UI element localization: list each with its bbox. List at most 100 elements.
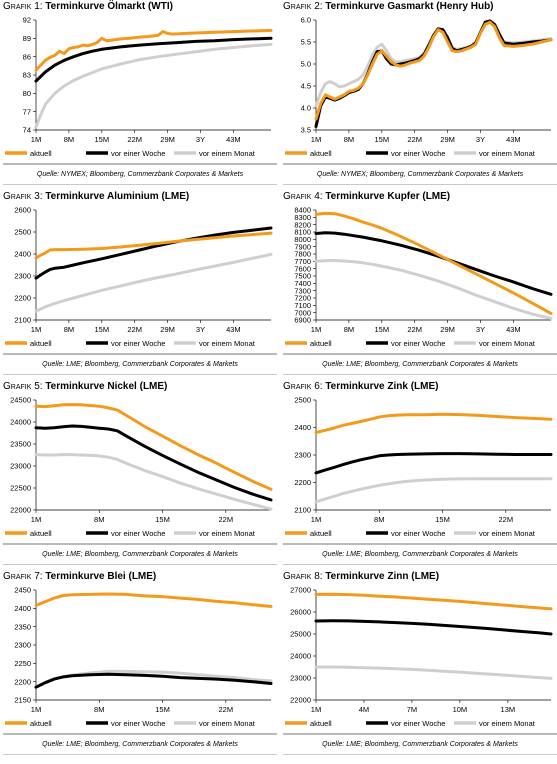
line-chart: 3.5 4.0 4.5 5.0 5.5 6.0 1M 8M 15M 22M 29M 3Y 43M aktu… (285, 16, 553, 158)
y-tick-label: 26000 (290, 608, 311, 617)
y-tick-label: 2450 (14, 586, 31, 595)
y-tick-label: 2400 (14, 604, 31, 613)
x-tick-label: 1M (311, 325, 321, 334)
series-line-s3 (34, 453, 273, 511)
y-tick-label: 23000 (290, 674, 311, 683)
x-tick-label: 15M (375, 135, 390, 144)
chart-title: Grafik 4: Terminkurve Kupfer (LME) (283, 191, 451, 202)
chart-panel: Grafik 5: Terminkurve Nickel (LME) 22000 2… (3, 380, 277, 568)
chart-panel: Grafik 3: Terminkurve Aluminium (LME) 210… (3, 190, 277, 378)
source-note: Quelle: LME; Bloomberg, Commerzbank Corp… (42, 551, 238, 558)
chart-panel: Grafik 2: Terminkurve Gasmarkt (Henry Hu… (283, 0, 557, 188)
x-tick-label: 43M (506, 325, 521, 334)
chart-title: Grafik 2: Terminkurve Gasmarkt (Henry Hu… (283, 1, 494, 12)
x-tick-label: 43M (226, 135, 241, 144)
y-tick-label: 2100 (14, 316, 31, 325)
series-line-s1 (314, 592, 553, 611)
y-tick-label: 2400 (14, 250, 31, 259)
legend-label-s3: vor einem Monat (479, 529, 536, 538)
y-tick-label: 2300 (14, 641, 31, 650)
chart-title: Grafik 3: Terminkurve Aluminium (LME) (3, 191, 190, 202)
x-tick-label: 43M (506, 135, 521, 144)
x-tick-label: 29M (160, 325, 175, 334)
y-tick-label: 7300 (294, 286, 311, 295)
y-tick-label: 6900 (294, 316, 311, 325)
x-tick-label: 22M (219, 705, 234, 714)
divider (3, 543, 277, 545)
y-tick-label: 7500 (294, 272, 311, 281)
legend-label-s1: aktuell (30, 719, 52, 728)
x-tick-label: 22M (127, 135, 142, 144)
y-tick-label: 83 (23, 71, 31, 80)
x-tick-label: 29M (440, 135, 455, 144)
x-tick-label: 1M (311, 705, 321, 714)
source-note: Quelle: LME; Bloomberg, Commerzbank Corp… (42, 741, 238, 748)
x-tick-label: 22M (499, 515, 514, 524)
legend-label-s2: vor einer Woche (111, 529, 165, 538)
x-tick-label: 10M (453, 705, 468, 714)
y-tick-label: 2500 (294, 396, 311, 405)
x-tick-label: 29M (440, 325, 455, 334)
legend-label-s1: aktuell (310, 339, 332, 348)
y-tick-label: 24000 (10, 418, 31, 427)
chart-panel: Grafik 7: Terminkurve Blei (LME) 2150 2200… (3, 570, 277, 758)
line-chart: 2100 2200 2300 2400 2500 1M 8M 15M 22M aktuell vor… (285, 396, 553, 538)
y-tick-label: 5.5 (301, 38, 311, 47)
series-line-s3 (314, 477, 553, 504)
x-tick-label: 8M (94, 515, 104, 524)
y-tick-label: 5.0 (301, 60, 311, 69)
chart-title: Grafik 5: Terminkurve Nickel (LME) (3, 381, 168, 392)
legend-label-s3: vor einem Monat (199, 719, 256, 728)
y-tick-label: 89 (23, 34, 31, 43)
legend-label-s3: vor einem Monat (479, 719, 536, 728)
y-tick-label: 77 (23, 107, 31, 116)
x-tick-label: 8M (64, 325, 74, 334)
y-tick-label: 22000 (10, 506, 31, 515)
y-tick-label: 2200 (14, 677, 31, 686)
x-tick-label: 22M (127, 325, 142, 334)
divider (3, 163, 277, 165)
x-tick-label: 1M (31, 325, 41, 334)
x-tick-label: 15M (95, 135, 110, 144)
y-tick-label: 7100 (294, 301, 311, 310)
series-line-s2 (34, 226, 273, 280)
source-note: Quelle: LME; Bloomberg, Commerzbank Corp… (42, 361, 238, 368)
line-chart: 6900700071007200730074007500760077007800… (285, 206, 553, 348)
y-tick-label: 7000 (294, 308, 311, 317)
y-tick-label: 2300 (14, 272, 31, 281)
x-tick-label: 3Y (196, 135, 205, 144)
x-tick-label: 15M (155, 515, 170, 524)
series-line-s3 (314, 665, 553, 680)
y-tick-label: 2150 (14, 696, 31, 705)
x-tick-label: 15M (435, 515, 450, 524)
y-tick-label: 2200 (294, 478, 311, 487)
line-chart: 74 77 80 83 86 89 92 1M 8M 15M 22M 29M 3Y 43M aktuell v… (5, 16, 273, 158)
divider (3, 353, 277, 355)
x-tick-label: 7M (407, 705, 417, 714)
divider (283, 353, 557, 355)
legend-label-s3: vor einem Monat (199, 149, 256, 158)
y-tick-label: 8300 (294, 213, 311, 222)
divider (3, 374, 277, 375)
divider (3, 754, 277, 755)
y-tick-label: 4.5 (301, 82, 311, 91)
source-note: Quelle: NYMEX; Bloomberg, Commerzbank Co… (36, 171, 244, 178)
y-tick-label: 7800 (294, 250, 311, 259)
x-tick-label: 15M (95, 325, 110, 334)
y-tick-label: 80 (23, 89, 31, 98)
legend-label-s3: vor einem Monat (199, 529, 256, 538)
chart-title: Grafik 8: Terminkurve Zinn (LME) (283, 571, 440, 582)
y-tick-label: 2600 (14, 206, 31, 215)
series-line-s2 (34, 424, 273, 502)
x-tick-label: 1M (31, 705, 41, 714)
y-tick-label: 8200 (294, 220, 311, 229)
legend-label-s2: vor einer Woche (391, 719, 445, 728)
divider (283, 184, 557, 185)
series-line-s2 (34, 36, 273, 83)
source-note: Quelle: LME; Bloomberg, Commerzbank Corp… (322, 361, 518, 368)
source-note: Quelle: NYMEX; Bloomberg, Commerzbank Co… (316, 171, 524, 178)
y-tick-label: 2500 (14, 228, 31, 237)
series-line-s2 (34, 672, 273, 689)
legend-label-s2: vor einer Woche (111, 149, 165, 158)
y-tick-label: 27000 (290, 586, 311, 595)
